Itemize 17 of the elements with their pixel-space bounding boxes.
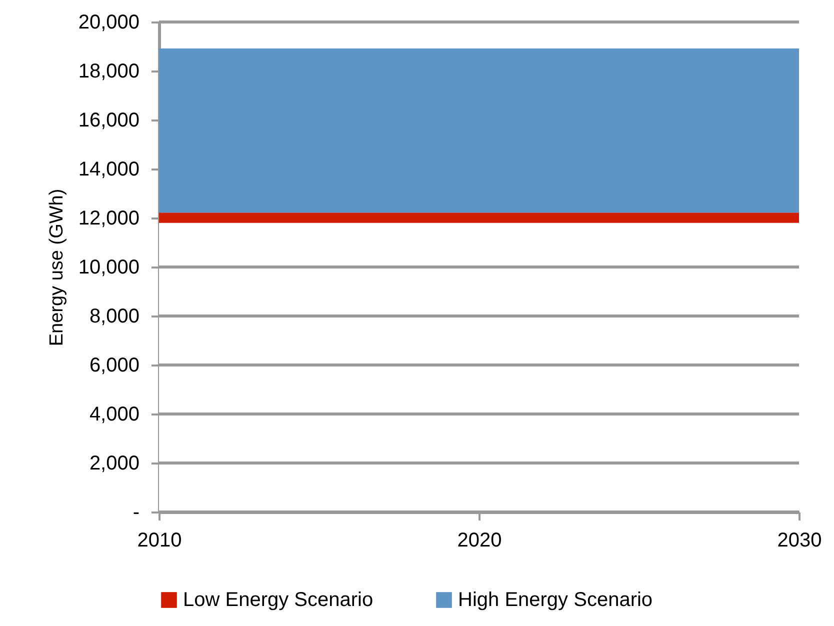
x-tick-label: 2030: [777, 530, 822, 552]
y-tick-label: 6,000: [89, 354, 140, 376]
x-tick-label: 2010: [137, 530, 182, 552]
legend-label: High Energy Scenario: [458, 589, 653, 611]
y-axis-title: Energy use (GWh): [46, 188, 68, 346]
y-tick-label: 14,000: [78, 158, 140, 180]
y-tick-label: 2,000: [89, 452, 140, 474]
y-tick-label: -: [132, 502, 140, 524]
x-tick-label: 2020: [457, 530, 502, 552]
y-tick-label: 20,000: [78, 12, 140, 34]
y-tick-label: 12,000: [78, 208, 140, 230]
y-tick-label: 18,000: [78, 60, 140, 82]
y-tick-label: 4,000: [89, 404, 140, 426]
y-tick-label: 10,000: [78, 256, 140, 278]
y-tick-label: 8,000: [89, 306, 140, 328]
y-tick-label: 16,000: [78, 110, 140, 132]
legend-label: Low Energy Scenario: [183, 589, 374, 611]
